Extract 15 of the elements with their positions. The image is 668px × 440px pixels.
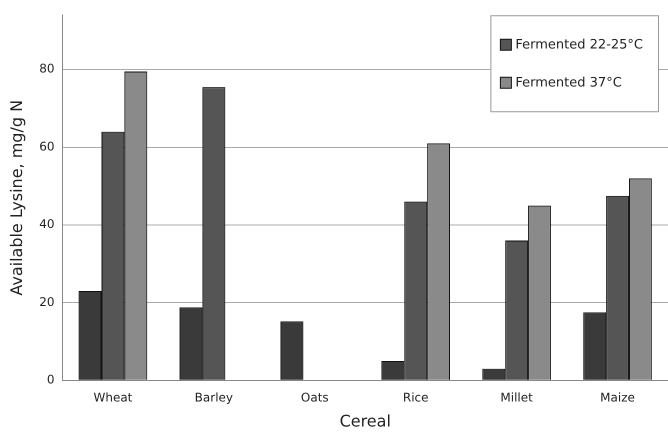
y-tick-label: 40 bbox=[39, 217, 54, 232]
legend-label: Fermented 22-25°C bbox=[515, 38, 644, 53]
x-tick-label: Maize bbox=[600, 390, 635, 405]
x-tick-label: Wheat bbox=[93, 390, 133, 405]
x-tick-label: Barley bbox=[194, 390, 234, 405]
y-tick-label: 20 bbox=[39, 294, 54, 309]
y-tick-label: 0 bbox=[46, 372, 54, 387]
legend-label: Fermented 37°C bbox=[515, 76, 622, 91]
x-tick-label: Millet bbox=[500, 390, 534, 405]
x-tick-label: Oats bbox=[300, 390, 329, 405]
y-tick-label: 60 bbox=[39, 139, 54, 154]
y-axis-title: Available Lysine, mg/g N bbox=[6, 100, 26, 296]
x-axis-title: Cereal bbox=[340, 412, 391, 431]
y-tick-label: 80 bbox=[39, 62, 54, 76]
x-tick-label: Rice bbox=[402, 390, 429, 405]
